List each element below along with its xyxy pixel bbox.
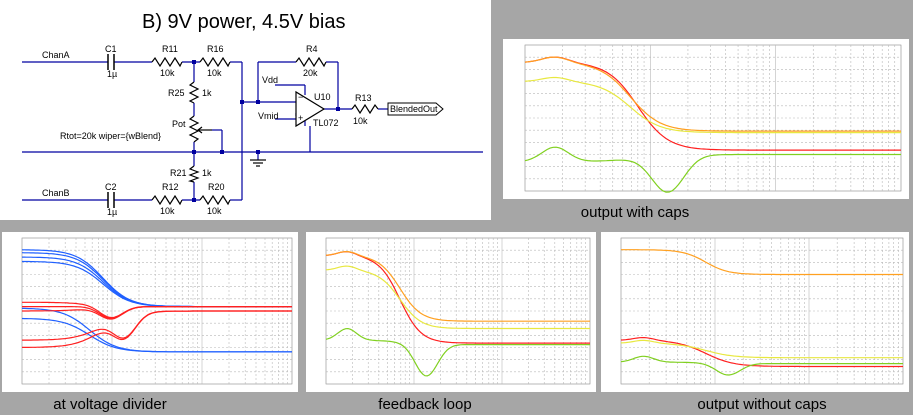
trace-green <box>620 355 903 376</box>
caption-at-voltage-divider: at voltage divider <box>53 396 167 413</box>
label-r4: R4 <box>306 44 318 54</box>
label-c1-value: 1µ <box>107 69 117 79</box>
label-r16-value: 10k <box>207 68 222 78</box>
traces <box>325 251 590 377</box>
trace-blue-2 <box>22 256 292 308</box>
trace-red <box>524 56 901 151</box>
schematic-diagram: B) 9V power, 4.5V bias <box>22 11 483 217</box>
plot-svg <box>325 237 591 385</box>
plot-svg <box>21 237 293 385</box>
trace-red-low-1 <box>22 310 292 349</box>
trace-yellow <box>524 76 901 134</box>
trace-red-2 <box>22 305 292 320</box>
trace-yellow <box>620 339 903 359</box>
label-r12-value: 10k <box>160 206 175 216</box>
trace-red-low-0 <box>22 310 292 341</box>
label-r13-value: 10k <box>353 116 368 126</box>
label-r21: R21 <box>170 168 187 178</box>
label-vmid: Vmid <box>258 111 279 121</box>
label-r16: R16 <box>207 44 224 54</box>
svg-text:+: + <box>298 113 303 123</box>
traces <box>524 56 901 193</box>
trace-orange <box>621 249 903 276</box>
label-opamp: TL072 <box>313 118 339 128</box>
label-pot: Pot <box>172 119 186 129</box>
trace-yellow <box>325 265 590 330</box>
plot-output-without-caps <box>601 232 909 392</box>
label-r20-value: 10k <box>207 206 222 216</box>
caption-output-with-caps: output with caps <box>580 204 690 221</box>
trace-green <box>325 327 590 377</box>
grid <box>325 237 591 385</box>
label-r13: R13 <box>355 93 372 103</box>
grid <box>620 237 904 385</box>
svg-text:−: − <box>298 92 303 102</box>
label-chanb: ChanB <box>42 188 70 198</box>
trace-orange <box>524 56 901 132</box>
label-r25: R25 <box>168 88 185 98</box>
label-c2-value: 1µ <box>107 207 117 217</box>
label-r21-value: 1k <box>202 168 212 178</box>
label-r11: R11 <box>162 44 178 54</box>
trace-blue-low-1 <box>21 317 292 353</box>
label-pot-spec: Rtot=20k wiper={wBlend} <box>60 131 161 141</box>
schematic-title: B) 9V power, 4.5V bias <box>142 11 345 33</box>
plot-svg <box>620 237 904 385</box>
trace-red <box>620 336 903 368</box>
traces <box>620 249 903 376</box>
trace-green <box>524 146 901 193</box>
plot-at-voltage-divider <box>2 232 298 392</box>
label-r12: R12 <box>162 182 179 192</box>
caption-feedback-loop: feedback loop <box>378 396 472 413</box>
label-c2: C2 <box>105 182 117 192</box>
trace-blue-1 <box>21 252 292 308</box>
label-c1: C1 <box>105 44 117 54</box>
trace-blue-3 <box>22 260 292 308</box>
label-r25-value: 1k <box>202 88 212 98</box>
label-blendedout: BlendedOut <box>390 104 438 114</box>
label-chana: ChanA <box>42 50 70 60</box>
trace-red <box>325 251 590 344</box>
label-u10: U10 <box>314 92 331 102</box>
trace-orange <box>325 251 590 322</box>
trace-blue-0 <box>22 249 292 308</box>
label-r11-value: 10k <box>160 68 175 78</box>
plot-svg <box>524 44 902 193</box>
label-r20: R20 <box>208 182 225 192</box>
schematic-panel: B) 9V power, 4.5V bias <box>0 0 491 220</box>
label-vdd: Vdd <box>262 75 278 85</box>
plot-output-with-caps <box>503 39 909 199</box>
plot-feedback-loop <box>306 232 596 392</box>
caption-output-without-caps: output without caps <box>697 396 827 413</box>
traces <box>21 249 292 353</box>
label-r4-value: 20k <box>303 68 318 78</box>
grid <box>524 44 902 192</box>
